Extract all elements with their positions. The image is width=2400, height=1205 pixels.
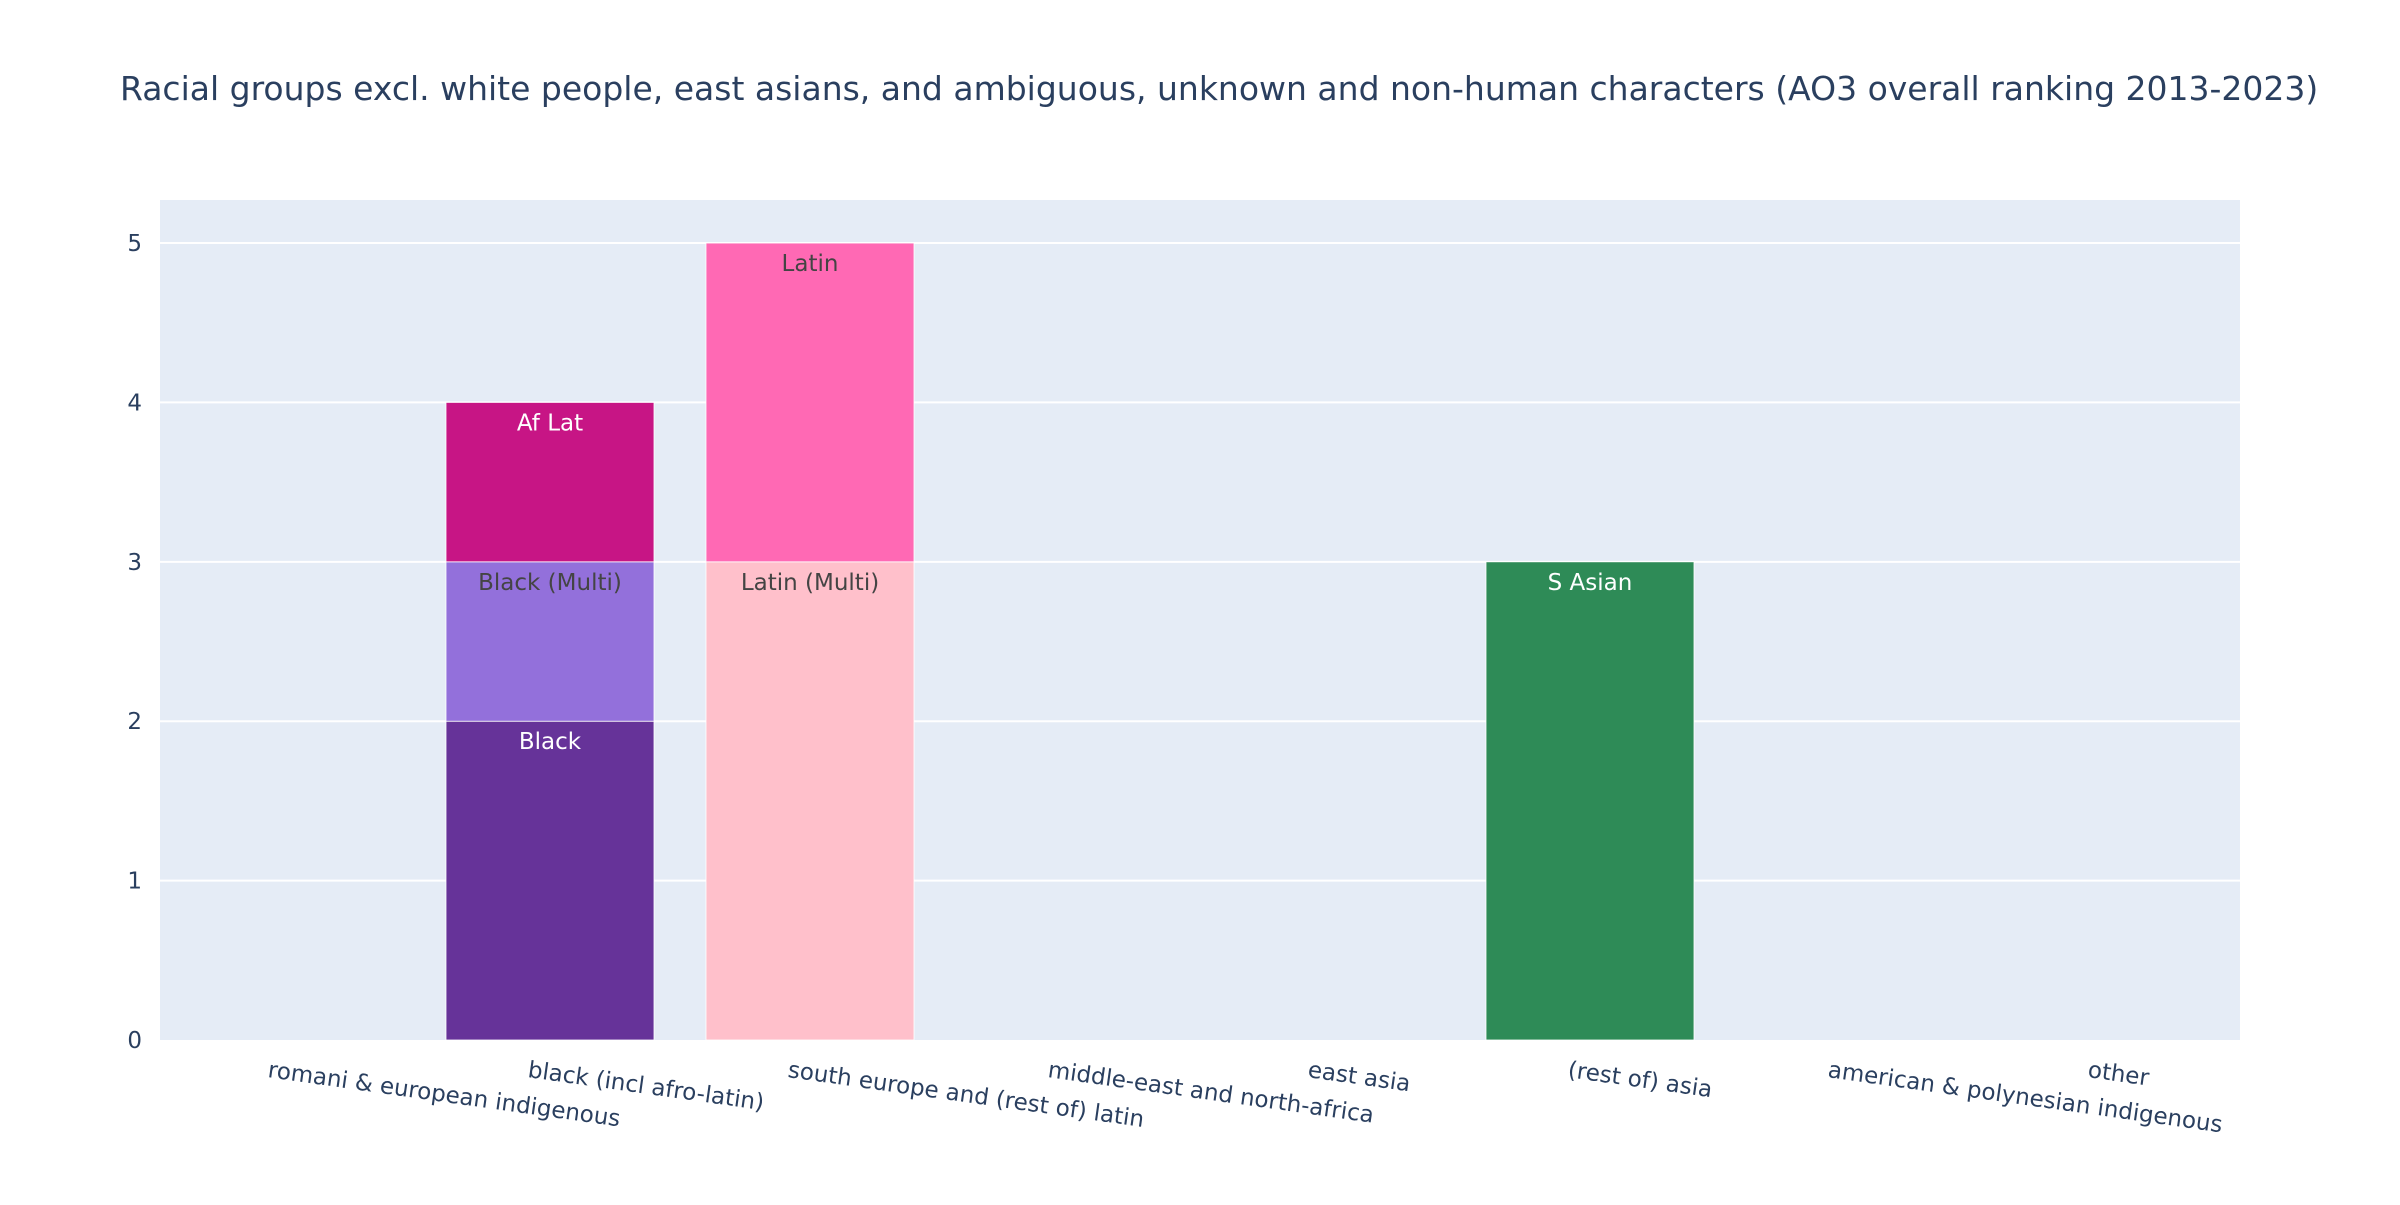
y-tick-label: 2 (127, 709, 142, 735)
bar-label-black-multi: Black (Multi) (478, 570, 622, 596)
bar-segment-latin-multi (705, 561, 915, 1041)
x-tick-label: east asia (1306, 1057, 1412, 1097)
x-tick-label: american & polynesian indigenous (1826, 1057, 2224, 1138)
bar-labels: Black Black (Multi) Af Lat Latin (Multi) Lat… (478, 251, 1632, 755)
y-tick-label: 4 (127, 390, 142, 416)
chart-title: Racial groups excl. white people, east a… (120, 69, 2318, 108)
bar-segment-black (445, 720, 655, 1041)
bar-segment-black-multi (445, 561, 655, 722)
y-tick-label: 3 (127, 550, 142, 576)
bar-label-latin: Latin (782, 251, 839, 277)
y-tick-label: 1 (127, 869, 142, 895)
x-tick-label: other (2086, 1057, 2151, 1091)
x-tick-label: (rest of) asia (1566, 1057, 1714, 1103)
bar-segment-latin (705, 242, 915, 563)
bars (445, 242, 1695, 1041)
bar-label-latin-multi: Latin (Multi) (741, 570, 879, 596)
bar-label-s-asian: S Asian (1548, 570, 1633, 596)
bar-label-black: Black (519, 729, 582, 755)
y-tick-label: 0 (127, 1028, 142, 1054)
bar-segment-s-asian (1485, 561, 1695, 1041)
bar-segment-af-lat (445, 402, 655, 563)
y-axis-ticks: 0 1 2 3 4 5 (127, 231, 142, 1054)
y-tick-label: 5 (127, 231, 142, 257)
bar-label-af-lat: Af Lat (517, 410, 583, 436)
